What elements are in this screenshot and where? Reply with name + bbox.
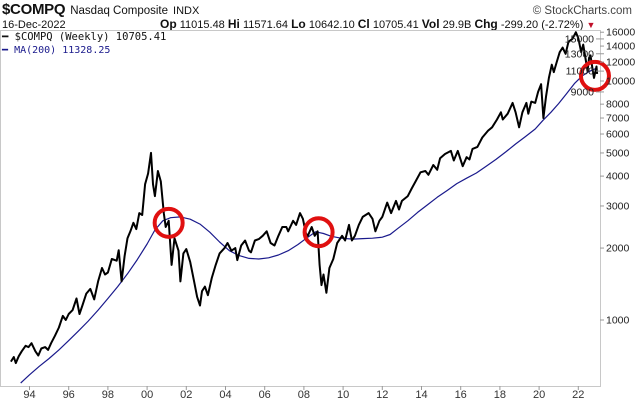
ma200-line	[20, 67, 598, 384]
highlight-circles	[152, 59, 611, 249]
brand-watermark: © StockCharts.com	[532, 5, 632, 17]
series-lines	[10, 31, 599, 384]
x-tick-label: 08	[298, 389, 310, 401]
lo-value: 10642.10	[308, 19, 355, 31]
security-name: Nasdaq Composite	[70, 5, 169, 17]
price-line	[10, 31, 599, 365]
legend-ma: ━ MA(200) 11328.25	[2, 44, 166, 57]
plot-frame	[0, 30, 601, 387]
triangle-down-icon: ▼	[586, 20, 596, 30]
legend-price: ━ $COMPQ (Weekly) 10705.41	[2, 31, 166, 44]
legend-price-label: $COMPQ (Weekly) 10705.41	[14, 31, 167, 43]
hi-label: Hi	[227, 17, 240, 31]
y-tick-label: 12000	[606, 57, 635, 69]
x-tick-label: 06	[259, 389, 271, 401]
y-tick-label: 3000	[606, 200, 630, 212]
x-tick-label: 12	[376, 389, 388, 401]
x-tick-label: 96	[63, 389, 75, 401]
highlight-circle	[152, 206, 185, 239]
x-tick-label: 04	[219, 389, 231, 401]
ohlc-bar: Op 11015.48 Hi 11571.64 Lo 10642.10 Cl 1…	[160, 17, 595, 31]
x-tick-label: 00	[141, 389, 153, 401]
x-tick-label: 20	[533, 389, 545, 401]
op-label: Op	[160, 17, 177, 31]
y-tick-label: 10000	[606, 76, 635, 88]
quote-date: 16-Dec-2022	[2, 19, 66, 31]
y-tick-label: 14000	[606, 41, 635, 53]
legend-ma-swatch: ━	[2, 45, 9, 56]
cl-value: 10705.41	[372, 19, 419, 31]
lo-label: Lo	[291, 17, 306, 31]
x-axis: 94 96 98 00 02 04 06 08 10 12 14 16 18 20 22	[23, 386, 584, 401]
x-tick-label: 16	[455, 389, 467, 401]
hi-value: 11571.64	[242, 19, 289, 31]
x-tick-label: 14	[415, 389, 427, 401]
chg-value: -299.20 (-2.72%)	[500, 19, 584, 31]
y-tick-label: 13000	[565, 48, 594, 60]
y-tick-label: 15000	[565, 33, 594, 45]
highlight-circle	[578, 59, 611, 92]
x-tick-label: 10	[337, 389, 349, 401]
chg-label: Chg	[474, 17, 498, 31]
y-tick-label: 4000	[606, 171, 630, 183]
highlight-circle	[302, 216, 335, 249]
vol-label: Vol	[421, 17, 440, 31]
y-tick-label: 16000	[606, 27, 635, 39]
y-tick-label: 7000	[606, 113, 630, 125]
y-tick-label: 2000	[606, 243, 630, 255]
chart-legend: ━ $COMPQ (Weekly) 10705.41 ━ MA(200) 113…	[2, 31, 167, 57]
vol-value: 29.9B	[442, 19, 472, 31]
x-tick-label: 02	[180, 389, 192, 401]
x-tick-label: 22	[572, 389, 584, 401]
y-tick-label: 1000	[606, 315, 630, 327]
y-tick-label: 9000	[571, 86, 595, 98]
legend-price-swatch: ━	[2, 31, 9, 43]
y-axis: 16000 15000 14000 13000 12000 11000 10000 9000 8…	[565, 27, 636, 327]
y-tick-label: 8000	[606, 99, 630, 111]
exchange: INDX	[173, 5, 200, 17]
header-row-2: 16-Dec-2022 Op 11015.48 Hi 11571.64 Lo 1…	[2, 17, 632, 31]
legend-ma-label: MA(200) 11328.25	[14, 45, 111, 56]
cl-label: Cl	[357, 17, 370, 31]
y-tick-label: 6000	[606, 129, 630, 141]
y-tick-label: 11000	[566, 66, 595, 78]
x-tick-label: 18	[494, 389, 506, 401]
x-tick-label: 98	[102, 389, 114, 401]
symbol: $COMPQ	[2, 1, 66, 18]
y-tick-label: 5000	[606, 147, 630, 159]
x-tick-label: 94	[23, 389, 35, 401]
header-row-1: $COMPQ Nasdaq Composite INDX © StockChar…	[2, 1, 632, 18]
op-value: 11015.48	[179, 19, 225, 31]
